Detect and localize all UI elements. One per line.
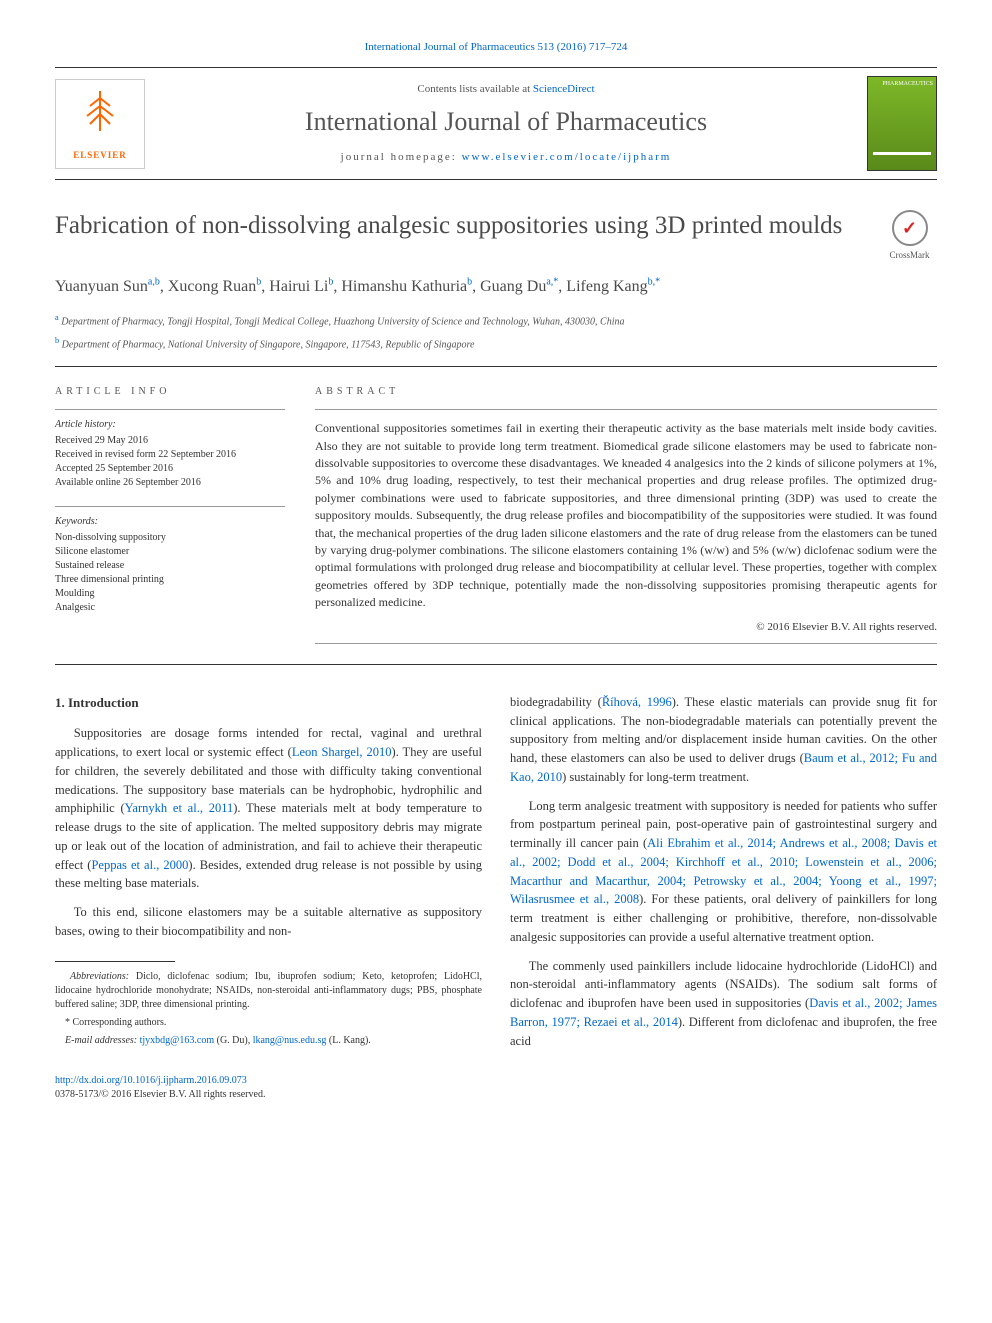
footnote-separator [55,961,175,962]
abstract-text: Conventional suppositories sometimes fai… [315,420,937,611]
crossmark-icon: ✓ [902,216,917,241]
journal-name: International Journal of Pharmaceutics [160,104,852,140]
elsevier-tree-icon [75,86,125,149]
sciencedirect-link[interactable]: ScienceDirect [533,83,595,95]
article-history: Article history: Received 29 May 2016 Re… [55,418,285,490]
contents-line: Contents lists available at ScienceDirec… [160,82,852,97]
elsevier-logo: ELSEVIER [55,79,145,169]
doi-link[interactable]: http://dx.doi.org/10.1016/j.ijpharm.2016… [55,1075,247,1086]
abstract-label: ABSTRACT [315,385,937,399]
email-link-2[interactable]: lkang@nus.edu.sg [253,1035,327,1046]
keywords: Keywords: Non-dissolving suppository Sil… [55,515,285,615]
body-left-column: 1. Introduction Suppositories are dosage… [55,693,482,1061]
affiliations: a Department of Pharmacy, Tongji Hospita… [55,312,937,353]
abstract-copyright: © 2016 Elsevier B.V. All rights reserved… [315,620,937,635]
divider [55,366,937,367]
body-right-column: biodegradability (Říhová, 1996). These e… [510,693,937,1061]
journal-citation-header: International Journal of Pharmaceutics 5… [55,40,937,55]
footnotes: Abbreviations: Diclo, diclofenac sodium;… [55,970,482,1048]
journal-homepage: journal homepage: www.elsevier.com/locat… [160,150,852,165]
authors-list: Yuanyuan Suna,b, Xucong Ruanb, Hairui Li… [55,274,937,300]
intro-heading: 1. Introduction [55,693,482,713]
divider [55,664,937,665]
article-title: Fabrication of non-dissolving analgesic … [55,210,867,241]
journal-header-bar: ELSEVIER Contents lists available at Sci… [55,67,937,180]
journal-cover-thumbnail: PHARMACEUTICS [867,76,937,171]
journal-link[interactable]: International Journal of Pharmaceutics 5… [365,41,628,53]
crossmark-badge[interactable]: ✓ CrossMark [882,210,937,262]
homepage-link[interactable]: www.elsevier.com/locate/ijpharm [462,151,672,163]
email-link-1[interactable]: tjyxbdg@163.com [140,1035,214,1046]
elsevier-label: ELSEVIER [73,149,127,162]
bottom-info: http://dx.doi.org/10.1016/j.ijpharm.2016… [55,1074,937,1102]
article-info-label: ARTICLE INFO [55,385,285,399]
